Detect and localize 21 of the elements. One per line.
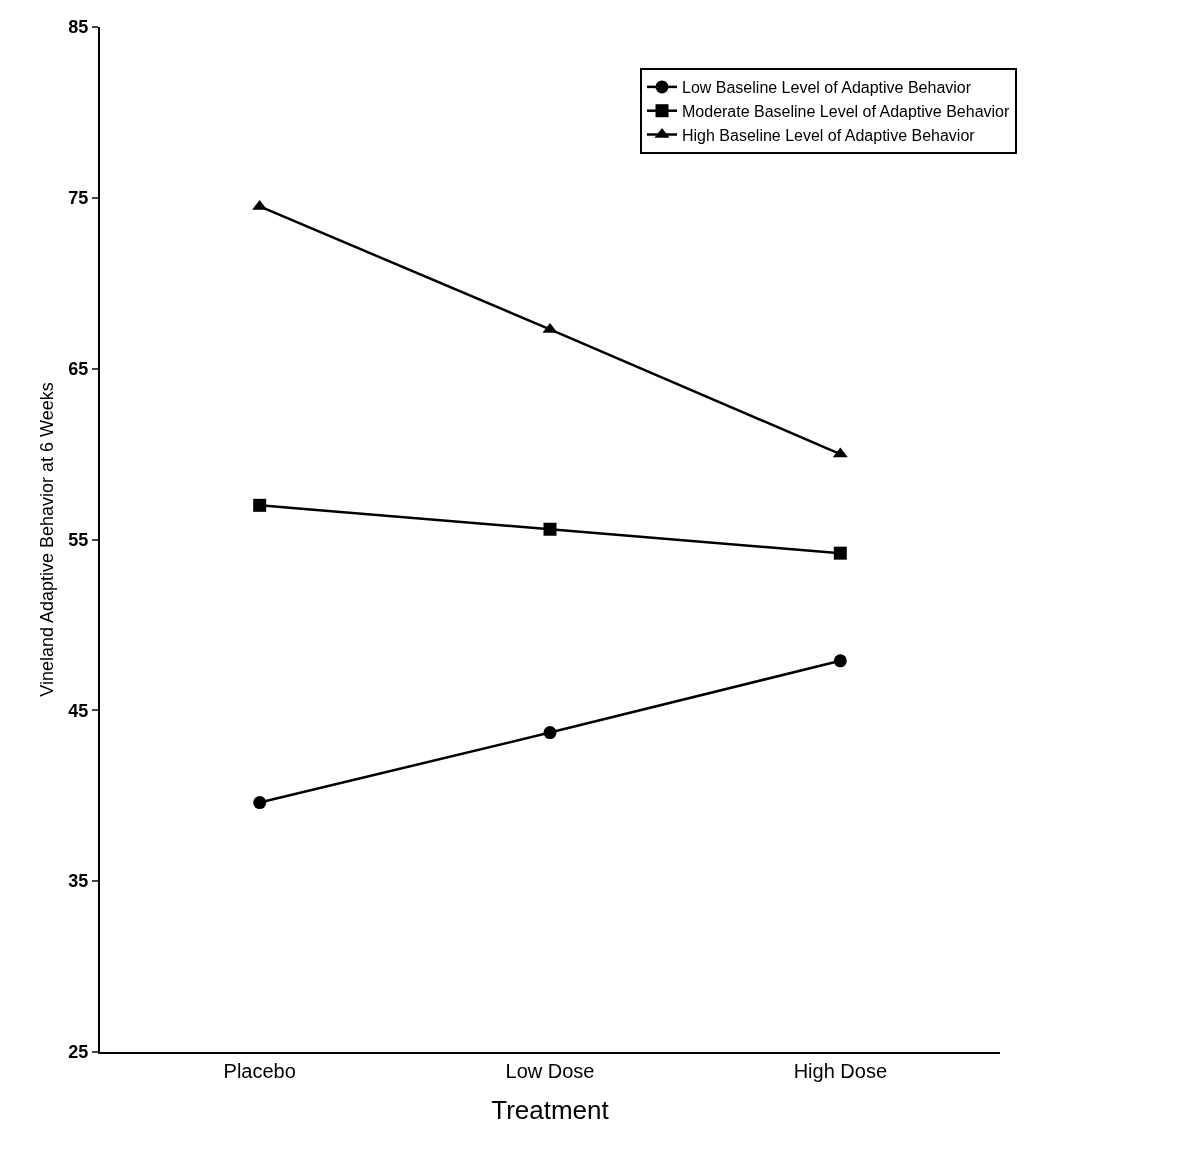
point [543, 726, 557, 740]
legend-label: Low Baseline Level of Adaptive Behavior [682, 79, 972, 97]
x-tick-label: Low Dose [505, 1060, 595, 1082]
y-tick-label: 35 [68, 871, 89, 892]
point [253, 498, 267, 512]
point [833, 654, 847, 668]
y-tick-label: 65 [68, 358, 89, 379]
y-tick-label: 25 [68, 1042, 89, 1063]
legend-label: Moderate Baseline Level of Adaptive Behavior [682, 102, 1010, 120]
point [833, 546, 847, 560]
point [253, 796, 267, 810]
x-tick-label: High Dose [793, 1060, 888, 1082]
y-tick-label: 75 [68, 188, 89, 209]
y-tick-label: 45 [68, 700, 89, 721]
x-tick-label: Placebo [223, 1060, 296, 1082]
y-axis-title: Vineland Adaptive Behavior at 6 Weeks [37, 382, 57, 697]
y-tick-label: 55 [68, 529, 89, 550]
x-axis-title: Treatment [491, 1095, 610, 1126]
y-tick-label: 85 [68, 17, 89, 38]
legend-label: High Baseline Level of Adaptive Behavior [682, 126, 976, 144]
point [543, 522, 557, 536]
